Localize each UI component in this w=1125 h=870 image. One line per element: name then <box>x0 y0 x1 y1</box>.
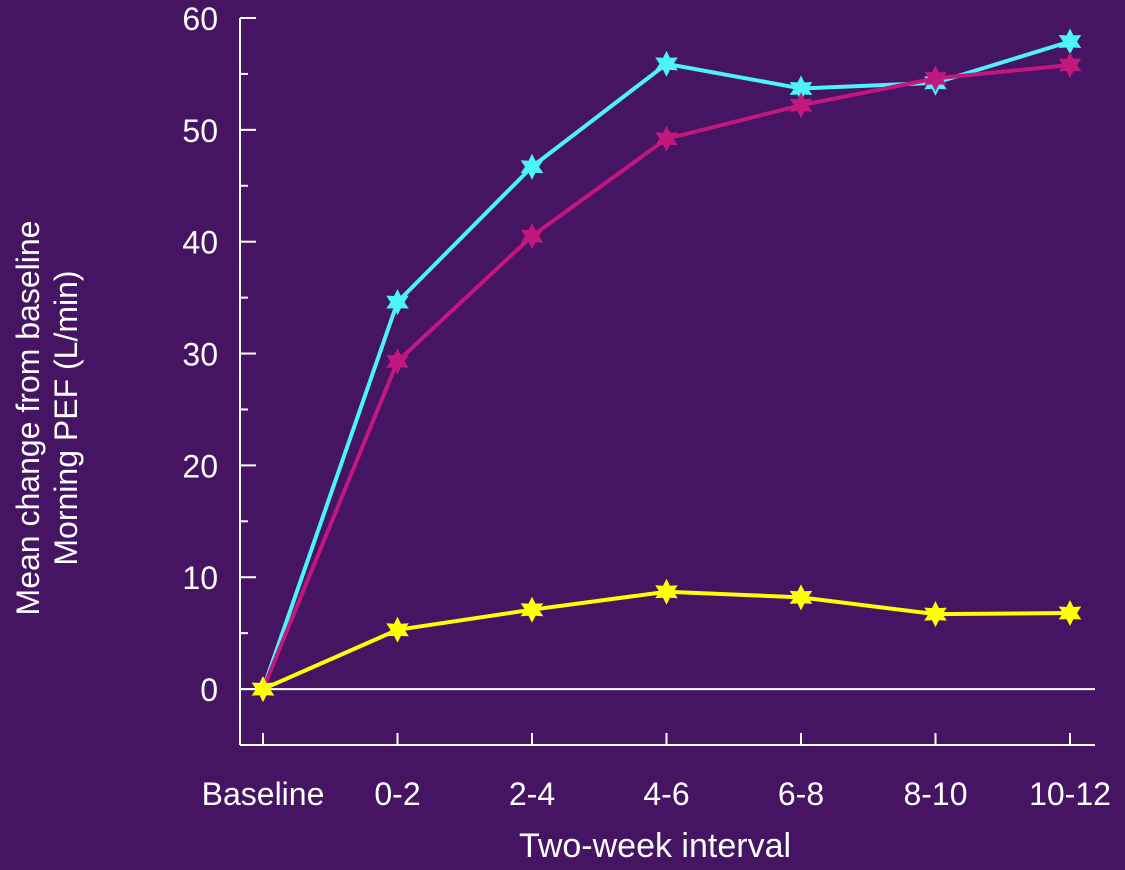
data-point-star <box>520 153 544 180</box>
x-tick-label: 4-6 <box>643 776 689 812</box>
series-layer <box>251 28 1082 703</box>
data-point-star <box>924 65 947 92</box>
y-tick-label: 10 <box>182 560 218 596</box>
axes: 0 10 20 30 40 50 60 Baseline 0-2 2-4 4-6 6-8 8-10 10-… <box>182 1 1111 812</box>
x-axis-title: Two-week interval <box>519 827 791 865</box>
data-point-star <box>1058 28 1082 55</box>
series-3 <box>251 578 1082 703</box>
data-point-star <box>655 578 678 605</box>
x-tick-label: 8-10 <box>903 776 967 812</box>
x-tick-label: 6-8 <box>778 776 824 812</box>
data-point-star <box>520 596 544 623</box>
y-axis-title: Mean change from baseline Morning PEF (L… <box>10 221 84 616</box>
y-tick-label: 30 <box>182 337 218 373</box>
data-point-star <box>924 601 947 628</box>
y-tick-label: 60 <box>182 1 218 37</box>
y-axis-title-line-1: Mean change from baseline <box>10 221 46 616</box>
data-point-star <box>251 676 275 703</box>
y-tick-label: 50 <box>182 113 218 149</box>
data-point-star <box>386 348 409 375</box>
x-tick-label: Baseline <box>202 776 325 812</box>
y-tick-label: 20 <box>182 448 218 484</box>
data-point-star <box>1058 600 1082 626</box>
data-point-star <box>655 50 678 77</box>
data-point-star <box>386 616 409 643</box>
x-tick-label: 2-4 <box>509 776 555 812</box>
data-point-star <box>520 223 544 250</box>
data-point-star <box>789 92 813 119</box>
data-point-star <box>789 75 813 102</box>
y-tick-label: 0 <box>200 672 218 708</box>
data-point-star <box>789 584 813 611</box>
data-point-star <box>386 289 409 316</box>
y-tick-label: 40 <box>182 225 218 261</box>
x-tick-label: 10-12 <box>1029 776 1111 812</box>
x-tick-label: 0-2 <box>374 776 420 812</box>
data-point-star <box>655 125 678 152</box>
y-axis-title-line-2: Morning PEF (L/min) <box>48 270 84 565</box>
data-point-star <box>1058 52 1082 78</box>
